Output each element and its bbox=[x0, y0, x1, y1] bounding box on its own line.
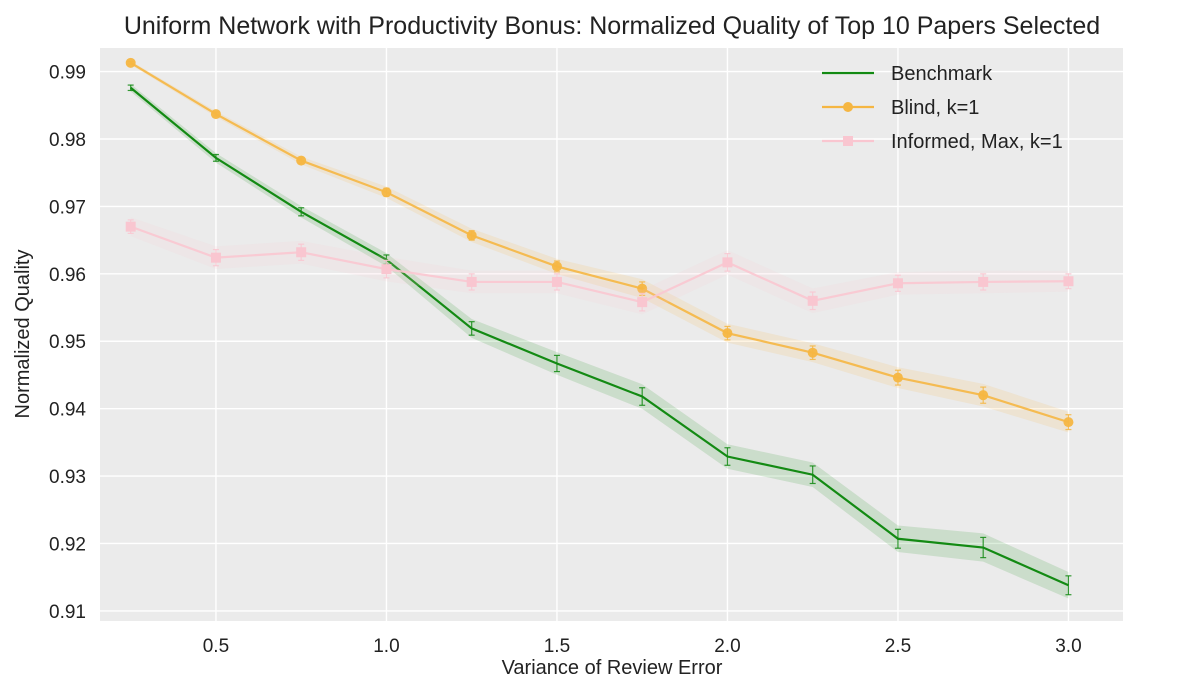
data-point bbox=[125, 221, 136, 232]
data-point bbox=[722, 257, 733, 268]
y-tick-label: 0.97 bbox=[49, 197, 86, 218]
error-bar bbox=[980, 536, 987, 559]
data-point bbox=[381, 187, 392, 198]
data-point bbox=[978, 276, 989, 287]
series-line bbox=[129, 86, 1069, 587]
error-bar bbox=[468, 321, 475, 336]
legend-marker bbox=[843, 102, 853, 112]
legend-label: Blind, k=1 bbox=[891, 97, 979, 119]
data-point bbox=[296, 247, 307, 258]
data-point bbox=[1063, 276, 1074, 287]
data-series bbox=[125, 57, 1074, 599]
series-line bbox=[130, 61, 1069, 424]
legend-label: Informed, Max, k=1 bbox=[891, 131, 1063, 153]
y-tick-label: 0.94 bbox=[49, 400, 86, 421]
error-bar bbox=[1065, 575, 1072, 596]
data-point bbox=[210, 109, 221, 120]
series-3 bbox=[125, 217, 1074, 315]
data-point bbox=[637, 297, 648, 308]
data-point bbox=[466, 276, 477, 287]
legend-item: Benchmark bbox=[822, 63, 993, 85]
data-point bbox=[551, 276, 562, 287]
data-point bbox=[1063, 417, 1074, 428]
error-bar bbox=[639, 387, 646, 406]
y-tick-label: 0.93 bbox=[49, 467, 86, 488]
error-bar bbox=[127, 84, 134, 92]
series-line bbox=[130, 225, 1069, 304]
gridlines bbox=[100, 48, 1123, 621]
data-point bbox=[807, 295, 818, 306]
error-bar bbox=[553, 354, 560, 373]
x-tick-label: 1.5 bbox=[544, 636, 570, 657]
x-axis-label: Variance of Review Error bbox=[502, 657, 723, 679]
error-bar bbox=[212, 153, 219, 162]
data-point bbox=[722, 328, 733, 339]
x-tick-label: 1.0 bbox=[373, 636, 399, 657]
data-point bbox=[210, 252, 221, 263]
legend: Benchmark Blind, k=1 Informed, Max, k=1 bbox=[822, 63, 1063, 153]
data-point bbox=[296, 155, 307, 166]
data-point bbox=[466, 230, 477, 241]
data-point bbox=[892, 278, 903, 289]
data-point bbox=[978, 390, 989, 401]
x-tick-label: 2.5 bbox=[885, 636, 911, 657]
error-bar bbox=[809, 465, 816, 485]
series-1 bbox=[127, 83, 1072, 599]
x-tick-label: 3.0 bbox=[1055, 636, 1081, 657]
series-band bbox=[130, 217, 1069, 315]
y-tick-label: 0.91 bbox=[49, 602, 86, 623]
error-bar bbox=[298, 207, 305, 217]
data-point bbox=[807, 347, 818, 358]
y-tick-label: 0.95 bbox=[49, 332, 86, 353]
y-tick-label: 0.96 bbox=[49, 265, 86, 286]
x-tick-label: 0.5 bbox=[203, 636, 229, 657]
legend-marker bbox=[843, 136, 853, 146]
y-tick-labels: 0.91 0.92 0.93 0.94 0.95 0.96 0.97 0.98 0.99 bbox=[49, 63, 86, 623]
data-point bbox=[551, 261, 562, 272]
legend-item: Informed, Max, k=1 bbox=[822, 131, 1063, 153]
legend-item: Blind, k=1 bbox=[822, 97, 979, 119]
y-tick-label: 0.92 bbox=[49, 534, 86, 555]
data-point bbox=[637, 283, 648, 294]
x-tick-label: 2.0 bbox=[714, 636, 740, 657]
data-point bbox=[125, 57, 136, 68]
y-tick-label: 0.98 bbox=[49, 130, 86, 151]
x-tick-labels: 0.5 1.0 1.5 2.0 2.5 3.0 bbox=[203, 636, 1082, 657]
series-band bbox=[130, 60, 1069, 433]
chart-title: Uniform Network with Productivity Bonus:… bbox=[124, 12, 1100, 40]
error-bar bbox=[724, 447, 731, 466]
legend-label: Benchmark bbox=[891, 63, 993, 85]
y-tick-label: 0.99 bbox=[49, 63, 86, 84]
data-point bbox=[381, 264, 392, 275]
y-axis-label: Normalized Quality bbox=[12, 250, 34, 419]
series-2 bbox=[125, 57, 1074, 433]
error-bar bbox=[894, 528, 901, 549]
data-point bbox=[892, 372, 903, 383]
